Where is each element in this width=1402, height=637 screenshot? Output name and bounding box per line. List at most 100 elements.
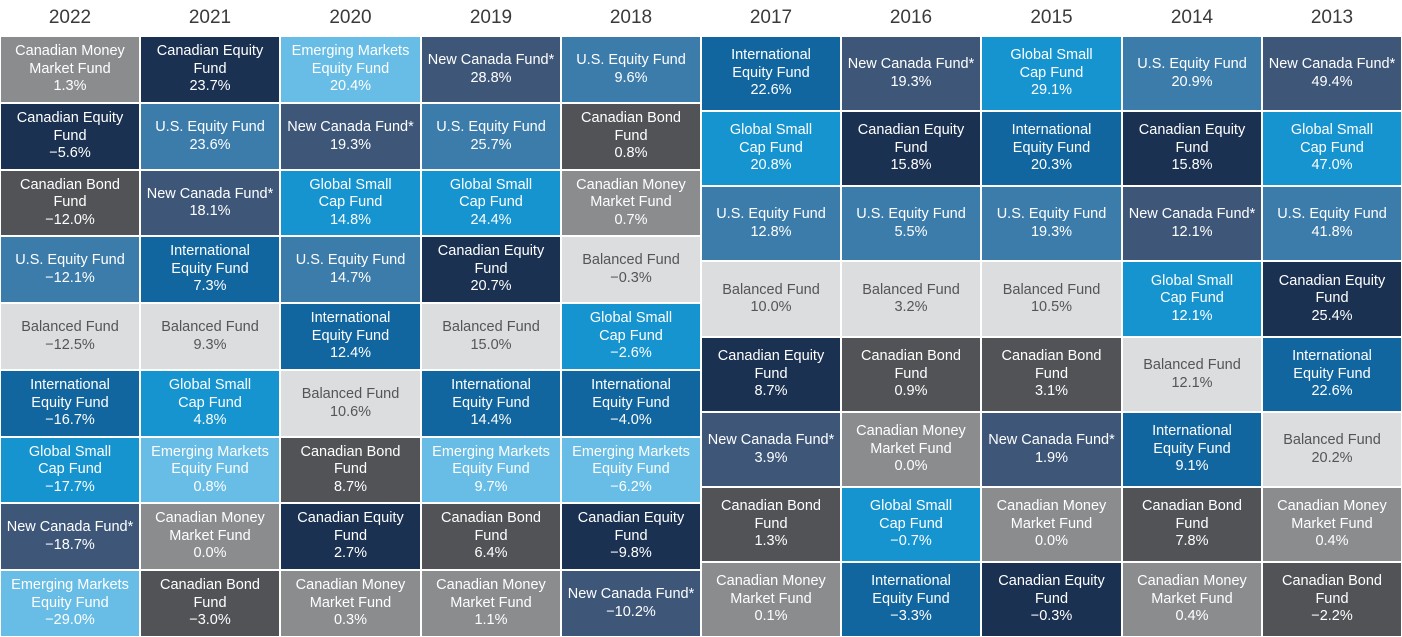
fund-name: International Equity Fund (451, 377, 531, 411)
fund-return: −6.2% (610, 478, 652, 495)
fund-name: New Canada Fund* (1128, 206, 1256, 222)
fund-name: Canadian Equity Fund (857, 122, 965, 156)
fund-cell: Canadian Bond Fund 1.3% (701, 487, 841, 562)
fund-return: 4.8% (193, 412, 227, 429)
fund-return: 20.3% (1030, 157, 1073, 174)
fund-cell: International Equity Fund 12.4% (280, 303, 421, 370)
fund-return: −12.0% (45, 211, 95, 228)
fund-cell: International Equity Fund 14.4% (421, 370, 561, 437)
fund-return: 0.0% (1034, 533, 1069, 550)
fund-cell: Canadian Equity Fund 20.7% (421, 236, 561, 303)
fund-return: 12.1% (1171, 223, 1213, 240)
fund-return: 10.5% (1030, 299, 1073, 315)
fund-return: 2.7% (333, 545, 368, 562)
fund-return: −3.3% (890, 608, 932, 625)
fund-name: Canadian Equity Fund (717, 348, 825, 382)
fund-cell: Canadian Equity Fund 2.7% (280, 503, 421, 570)
fund-cell: Global Small Cap Fund 29.1% (981, 36, 1122, 111)
fund-cell: New Canada Fund* 1.9% (981, 412, 1122, 487)
fund-cell: International Equity Fund 9.1% (1122, 412, 1262, 487)
fund-return: 19.3% (890, 73, 932, 90)
fund-name: Canadian Bond Fund (1142, 498, 1242, 532)
fund-cell: Canadian Money Market Fund 0.1% (701, 562, 841, 637)
year-header: 2015 (1030, 7, 1073, 28)
fund-return: 9.7% (474, 478, 508, 495)
fund-cell: Global Small Cap Fund 14.8% (280, 170, 421, 236)
fund-cell: Global Small Cap Fund −17.7% (0, 437, 140, 503)
fund-name: New Canada Fund* (146, 185, 274, 202)
fund-name: International Equity Fund (1152, 423, 1232, 457)
fund-cell: U.S. Equity Fund 5.5% (841, 186, 981, 261)
fund-name: International Equity Fund (871, 573, 951, 607)
fund-return: −10.2% (606, 603, 656, 620)
fund-return: 23.6% (189, 136, 231, 153)
fund-return: 25.7% (470, 136, 512, 153)
fund-cell: International Equity Fund 20.3% (981, 111, 1122, 186)
fund-return: 0.8% (193, 478, 227, 495)
year-header: 2020 (329, 7, 372, 28)
fund-return: 3.1% (1034, 383, 1069, 400)
fund-cell: U.S. Equity Fund 14.7% (280, 236, 421, 303)
fund-name: New Canada Fund* (707, 432, 835, 448)
fund-return: 20.8% (750, 157, 792, 174)
year-header: 2018 (609, 7, 653, 28)
fund-cell: Canadian Equity Fund 15.8% (841, 111, 981, 186)
fund-name: Emerging Markets Equity Fund (11, 577, 129, 611)
fund-return: −0.3% (1030, 608, 1073, 625)
fund-name: U.S. Equity Fund (1137, 56, 1247, 72)
fund-cell: Balanced Fund −12.5% (0, 303, 140, 370)
fund-return: 0.7% (614, 211, 648, 228)
fund-name: Canadian Bond Fund (20, 176, 120, 211)
fund-name: Canadian Money Market Fund (576, 176, 686, 211)
fund-cell: International Equity Fund 22.6% (701, 36, 841, 111)
fund-name: Global Small Cap Fund (869, 498, 953, 532)
fund-return: −4.0% (610, 412, 652, 429)
fund-cell: U.S. Equity Fund 41.8% (1262, 186, 1402, 261)
fund-return: −17.7% (45, 478, 95, 495)
fund-cell: Canadian Money Market Fund 0.7% (561, 170, 701, 236)
fund-return: 1.3% (754, 533, 788, 550)
fund-name: U.S. Equity Fund (155, 119, 265, 135)
fund-cell: Canadian Bond Fund 0.9% (841, 337, 981, 412)
fund-cell: Canadian Money Market Fund 0.0% (140, 503, 280, 570)
fund-return: 22.6% (1311, 383, 1353, 400)
fund-cell: New Canada Fund* 19.3% (841, 36, 981, 111)
fund-cell: International Equity Fund −3.3% (841, 562, 981, 637)
fund-name: Emerging Markets Equity Fund (432, 443, 550, 478)
fund-name: U.S. Equity Fund (1277, 206, 1387, 222)
fund-cell: Emerging Markets Equity Fund 0.8% (140, 437, 280, 503)
fund-name: Balanced Fund (1002, 281, 1101, 298)
fund-cell: U.S. Equity Fund 25.7% (421, 103, 561, 170)
fund-name: Balanced Fund (722, 281, 820, 298)
fund-cell: New Canada Fund* −10.2% (561, 570, 701, 637)
fund-cell: Canadian Equity Fund 25.4% (1262, 261, 1402, 337)
fund-return: 19.3% (1030, 223, 1073, 240)
fund-cell: Global Small Cap Fund −2.6% (561, 303, 701, 370)
fund-name: U.S. Equity Fund (295, 252, 406, 268)
fund-return: −29.0% (45, 612, 95, 629)
fund-cell: Canadian Money Market Fund 0.0% (981, 487, 1122, 562)
fund-name: Canadian Equity Fund (16, 110, 124, 144)
fund-name: Canadian Money Market Fund (1137, 573, 1247, 607)
year-header: 2022 (48, 7, 92, 28)
fund-return: 14.4% (470, 412, 512, 429)
year-header: 2013 (1310, 7, 1354, 28)
fund-name: U.S. Equity Fund (856, 206, 966, 222)
fund-return: 9.1% (1175, 458, 1209, 475)
fund-name: New Canada Fund* (567, 586, 695, 602)
fund-name: Canadian Equity Fund (998, 573, 1105, 607)
fund-return: 9.3% (193, 336, 227, 353)
fund-return: 12.8% (750, 223, 792, 240)
fund-name: Emerging Markets Equity Fund (572, 443, 690, 478)
fund-name: Balanced Fund (1283, 432, 1381, 448)
fund-return: 18.1% (189, 203, 231, 219)
fund-name: U.S. Equity Fund (15, 252, 125, 268)
fund-return: 0.4% (1315, 533, 1349, 550)
fund-cell: Canadian Equity Fund −9.8% (561, 503, 701, 570)
fund-cell: U.S. Equity Fund 19.3% (981, 186, 1122, 261)
fund-name: Canadian Equity Fund (437, 243, 545, 277)
fund-name: Canadian Bond Fund (721, 498, 821, 532)
fund-return: 15.8% (1171, 157, 1213, 174)
year-header: 2014 (1170, 7, 1214, 28)
fund-return: 19.3% (329, 136, 372, 153)
